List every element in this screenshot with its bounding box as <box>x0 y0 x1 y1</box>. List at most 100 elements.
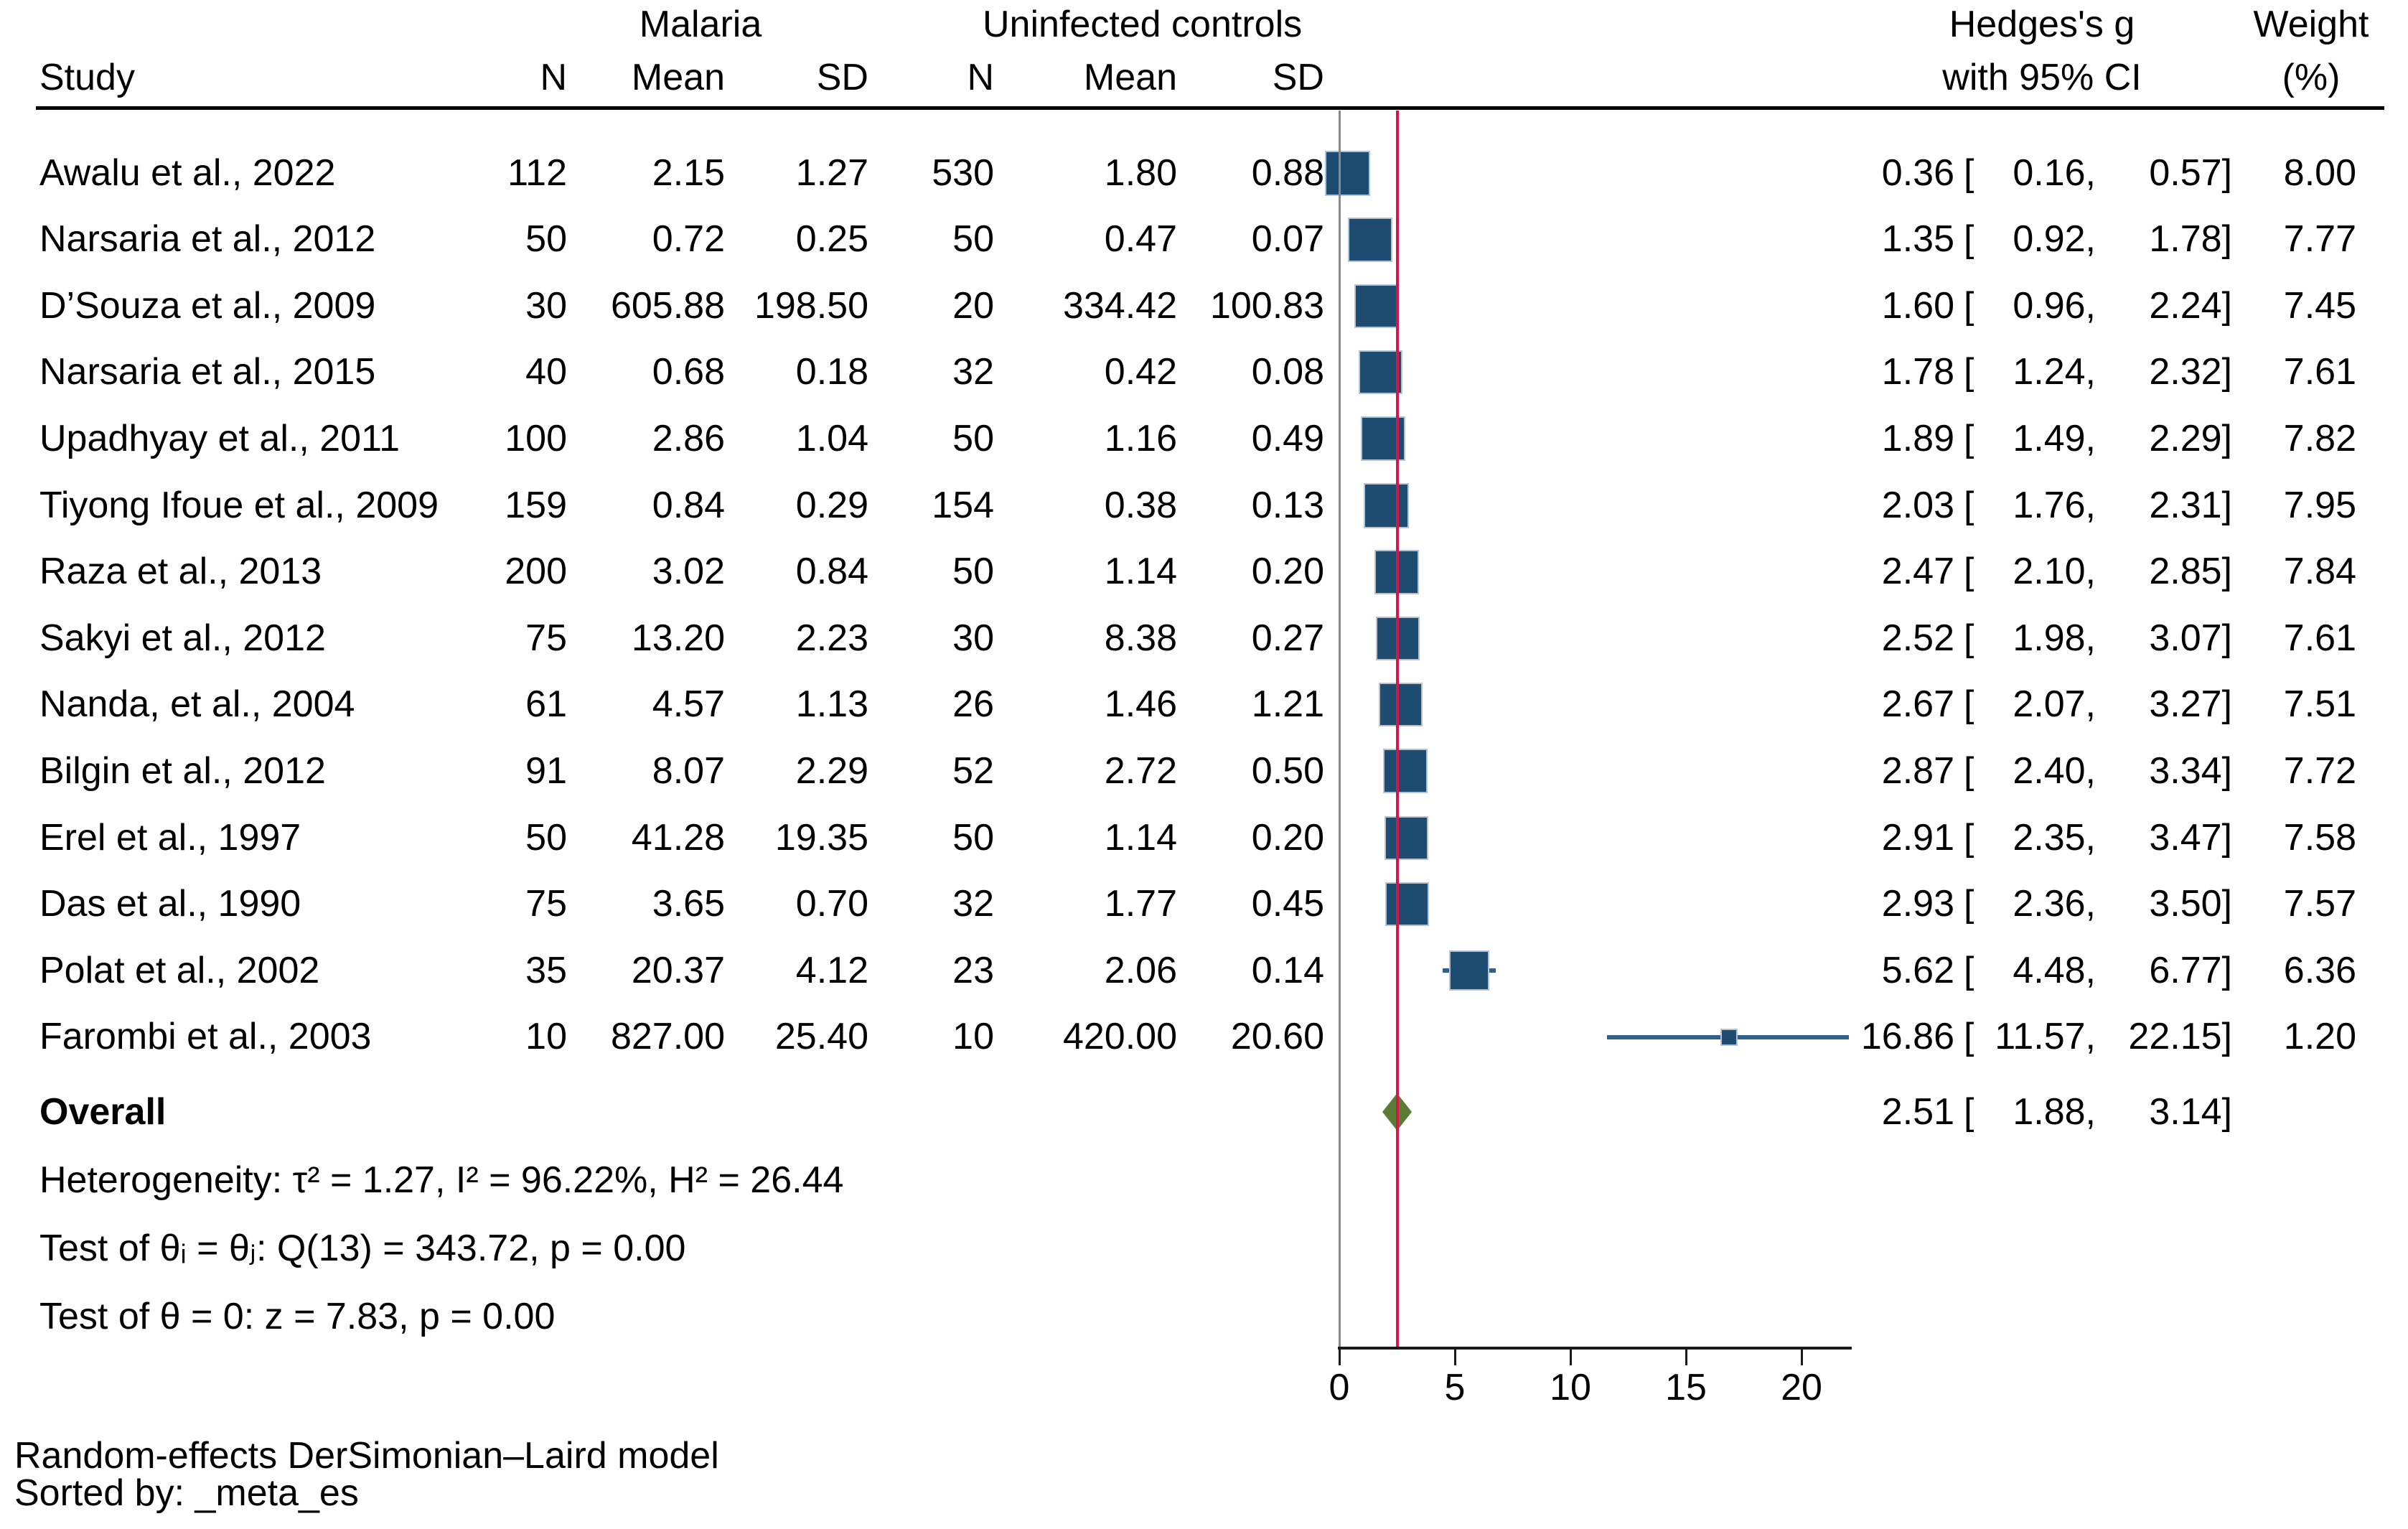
controls-sd-value: 0.14 <box>1251 949 1324 991</box>
malaria-mean-value: 2.15 <box>652 151 725 194</box>
weight-value: 7.61 <box>2283 617 2356 659</box>
study-name: Raza et al., 2013 <box>39 551 322 593</box>
controls-mean-value: 1.77 <box>1104 883 1177 925</box>
controls-n-value: 50 <box>952 218 994 261</box>
weight-value: 7.84 <box>2283 551 2356 593</box>
overall-effect-value: 2.51 <box>1881 1090 1954 1133</box>
effect-value: 1.35 <box>1881 218 1954 261</box>
study-name: Tiyong Ifoue et al., 2009 <box>39 484 439 526</box>
weight-value: 7.61 <box>2283 351 2356 393</box>
malaria-mean-value: 3.65 <box>652 883 725 925</box>
malaria-n-value: 61 <box>525 683 567 726</box>
effect-value: 2.91 <box>1881 816 1954 859</box>
ci-high-value: 2.24] <box>2149 284 2232 327</box>
ci-open-bracket: [ <box>1964 551 1974 593</box>
group-header-malaria: Malaria <box>639 4 762 45</box>
controls-n-value: 50 <box>952 816 994 859</box>
malaria-sd-value: 25.40 <box>774 1016 868 1058</box>
zero-effect-test: Test of θ = 0: z = 7.83, p = 0.00 <box>39 1296 556 1337</box>
controls-sd-value: 20.60 <box>1230 1016 1324 1058</box>
effect-header-line1: Hedges's g <box>1949 4 2135 45</box>
malaria-n-value: 159 <box>505 484 567 526</box>
controls-n-value: 30 <box>952 617 994 659</box>
effect-value: 2.93 <box>1881 883 1954 925</box>
x-tick-mark <box>1801 1350 1803 1365</box>
controls-sd-value: 0.07 <box>1251 218 1324 261</box>
overall-label: Overall <box>39 1090 167 1133</box>
controls-n-value: 530 <box>932 151 994 194</box>
malaria-sd-value: 19.35 <box>774 816 868 859</box>
controls-sd-header: SD <box>1272 57 1324 98</box>
ci-open-bracket: [ <box>1964 883 1974 925</box>
controls-n-value: 20 <box>952 284 994 327</box>
effect-value: 1.78 <box>1881 351 1954 393</box>
overall-ci-high: 3.14] <box>2149 1090 2232 1133</box>
study-row: Narsaria et al., 2012 50 0.72 0.25 50 0.… <box>0 206 2408 273</box>
malaria-n-value: 75 <box>525 883 567 925</box>
overall-ci-low: 1.88, <box>2013 1090 2096 1133</box>
malaria-sd-header: SD <box>816 57 868 98</box>
malaria-mean-header: Mean <box>631 57 725 98</box>
controls-sd-value: 0.20 <box>1251 816 1324 859</box>
controls-sd-value: 0.45 <box>1251 883 1324 925</box>
study-row: Narsaria et al., 2015 40 0.68 0.18 32 0.… <box>0 339 2408 406</box>
malaria-mean-value: 2.86 <box>652 417 725 459</box>
malaria-n-value: 50 <box>525 218 567 261</box>
ci-low-value: 2.40, <box>2013 749 2096 792</box>
ci-low-value: 2.07, <box>2013 683 2096 726</box>
controls-sd-value: 0.13 <box>1251 484 1324 526</box>
malaria-sd-value: 0.25 <box>795 218 868 261</box>
malaria-n-value: 50 <box>525 816 567 859</box>
weight-value: 1.20 <box>2283 1016 2356 1058</box>
effect-header-line2: with 95% CI <box>1942 57 2142 98</box>
ci-high-value: 2.32] <box>2149 351 2232 393</box>
group-header-controls: Uninfected controls <box>983 4 1303 45</box>
study-row: Das et al., 1990 75 3.65 0.70 32 1.77 0.… <box>0 871 2408 937</box>
x-tick-mark <box>1339 1350 1341 1365</box>
malaria-n-value: 100 <box>505 417 567 459</box>
malaria-n-value: 10 <box>525 1016 567 1058</box>
ci-open-bracket: [ <box>1964 151 1974 194</box>
malaria-n-value: 30 <box>525 284 567 327</box>
study-row: Upadhyay et al., 2011 100 2.86 1.04 50 1… <box>0 406 2408 472</box>
controls-sd-value: 0.27 <box>1251 617 1324 659</box>
study-column-header: Study <box>39 57 135 98</box>
controls-n-value: 26 <box>952 683 994 726</box>
ci-open-bracket: [ <box>1964 484 1974 526</box>
ci-open-bracket: [ <box>1964 284 1974 327</box>
study-row: Erel et al., 1997 50 41.28 19.35 50 1.14… <box>0 805 2408 871</box>
malaria-sd-value: 198.50 <box>754 284 868 327</box>
effect-square <box>1354 284 1399 328</box>
malaria-sd-value: 0.29 <box>795 484 868 526</box>
malaria-n-value: 112 <box>507 151 567 194</box>
x-tick-mark <box>1685 1350 1687 1365</box>
study-row: Raza et al., 2013 200 3.02 0.84 50 1.14 … <box>0 538 2408 605</box>
ci-low-value: 1.24, <box>2013 351 2096 393</box>
malaria-sd-value: 1.27 <box>795 151 868 194</box>
malaria-mean-value: 3.02 <box>652 551 725 593</box>
malaria-sd-value: 2.29 <box>795 749 868 792</box>
ci-high-value: 3.07] <box>2149 617 2232 659</box>
malaria-sd-value: 1.04 <box>795 417 868 459</box>
weight-value: 7.58 <box>2283 816 2356 859</box>
study-name: Nanda, et al., 2004 <box>39 683 355 726</box>
ci-low-value: 2.35, <box>2013 816 2096 859</box>
malaria-sd-value: 2.23 <box>795 617 868 659</box>
ci-open-bracket: [ <box>1964 218 1974 261</box>
ci-low-value: 2.10, <box>2013 551 2096 593</box>
heterogeneity-stats: Heterogeneity: τ² = 1.27, I² = 96.22%, H… <box>39 1159 844 1201</box>
weight-value: 7.82 <box>2283 417 2356 459</box>
controls-n-value: 10 <box>952 1016 994 1058</box>
controls-n-value: 50 <box>952 551 994 593</box>
controls-sd-value: 0.50 <box>1251 749 1324 792</box>
ci-high-value: 3.50] <box>2149 883 2232 925</box>
ci-low-value: 4.48, <box>2013 949 2096 991</box>
ci-low-value: 2.36, <box>2013 883 2096 925</box>
effect-value: 0.36 <box>1881 151 1954 194</box>
ci-high-value: 22.15] <box>2128 1016 2232 1058</box>
ci-high-value: 2.29] <box>2149 417 2232 459</box>
study-name: Erel et al., 1997 <box>39 816 301 859</box>
ci-low-value: 0.96, <box>2013 284 2096 327</box>
x-tick-label: 0 <box>1329 1367 1350 1408</box>
weight-value: 8.00 <box>2283 151 2356 194</box>
